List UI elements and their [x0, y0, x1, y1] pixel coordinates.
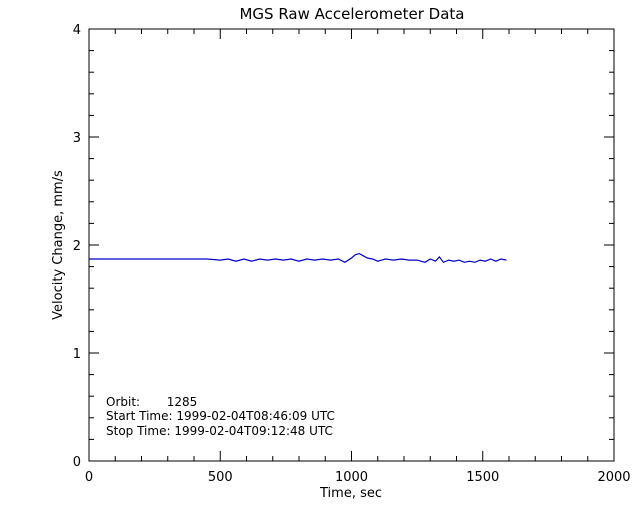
chart-title: MGS Raw Accelerometer Data — [239, 5, 464, 23]
y-tick-label: 4 — [73, 23, 81, 38]
x-tick-label: 1500 — [466, 470, 499, 485]
y-tick-label: 1 — [73, 347, 81, 362]
y-tick-labels: 0 1 2 3 4 — [73, 23, 81, 470]
x-tick-label: 500 — [208, 470, 233, 485]
data-series-group — [89, 252, 507, 264]
x-tick-label: 2000 — [597, 470, 630, 485]
series-line — [89, 252, 507, 264]
x-tick-label: 0 — [85, 470, 93, 485]
start-time-annotation: Start Time: 1999-02-04T08:46:09 UTC — [106, 409, 335, 423]
stop-time-annotation: Stop Time: 1999-02-04T09:12:48 UTC — [106, 424, 333, 438]
y-tick-label: 3 — [73, 131, 81, 146]
x-tick-label: 1000 — [335, 470, 368, 485]
y-tick-label: 2 — [73, 239, 81, 254]
orbit-annotation: Orbit: 1285 — [106, 395, 197, 409]
x-tick-labels: 0 500 1000 1500 2000 — [85, 470, 631, 485]
y-tick-label: 0 — [73, 455, 81, 470]
axis-ticks — [88, 28, 615, 462]
y-axis-label: Velocity Change, mm/s — [51, 170, 66, 320]
x-axis-label: Time, sec — [319, 486, 382, 501]
